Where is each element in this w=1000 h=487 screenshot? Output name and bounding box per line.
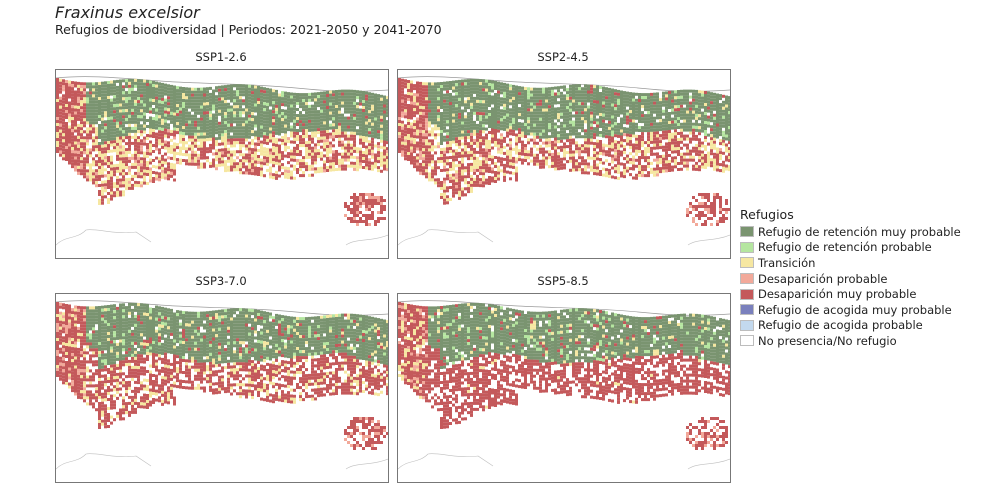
map-canvas — [56, 300, 388, 470]
legend-label: No presencia/No refugio — [758, 333, 897, 348]
panel-title-ssp370: SSP3-7.0 — [195, 274, 247, 288]
legend-label: Desaparición probable — [758, 271, 888, 286]
legend-items: Refugio de retención muy probable Refugio… — [740, 224, 961, 349]
habitat-band — [56, 78, 388, 226]
legend-item: Desaparición probable — [740, 271, 961, 287]
legend-swatch — [740, 241, 754, 253]
map-title: Fraxinus excelsior — [55, 3, 200, 22]
map-subtitle: Refugios de biodiversidad | Periodos: 20… — [55, 22, 442, 37]
map-canvas — [398, 300, 730, 470]
habitat-band — [398, 302, 730, 450]
panel-title-ssp126: SSP1-2.6 — [195, 50, 247, 64]
legend-item: Refugio de retención muy probable — [740, 224, 961, 240]
legend-swatch — [740, 319, 754, 331]
legend-label: Refugio de acogida muy probable — [758, 302, 952, 317]
habitat-band — [56, 302, 388, 450]
panel-title-ssp245: SSP2-4.5 — [537, 50, 589, 64]
legend-item: Refugio de retención probable — [740, 240, 961, 256]
legend-title: Refugios — [740, 207, 794, 222]
legend-swatch — [740, 335, 754, 347]
legend: Refugios Refugio de retención muy probab… — [740, 207, 961, 349]
legend-item: Desaparición muy probable — [740, 286, 961, 302]
legend-label: Desaparición muy probable — [758, 287, 917, 302]
legend-swatch — [740, 288, 754, 300]
legend-swatch — [740, 257, 754, 269]
map-panel-ssp370 — [55, 293, 389, 483]
legend-item: Refugio de acogida probable — [740, 318, 961, 334]
map-panel-ssp126 — [55, 69, 389, 259]
legend-label: Refugio de retención probable — [758, 240, 932, 255]
map-panel-ssp245 — [397, 69, 731, 259]
legend-swatch — [740, 226, 754, 238]
legend-swatch — [740, 304, 754, 316]
legend-swatch — [740, 273, 754, 285]
habitat-band — [398, 78, 730, 226]
map-canvas — [56, 76, 388, 246]
panel-title-ssp585: SSP5-8.5 — [537, 274, 589, 288]
legend-label: Transición — [758, 255, 816, 270]
legend-label: Refugio de acogida probable — [758, 318, 923, 333]
map-panel-ssp585 — [397, 293, 731, 483]
legend-item: No presencia/No refugio — [740, 333, 961, 349]
map-canvas — [398, 76, 730, 246]
legend-item: Refugio de acogida muy probable — [740, 302, 961, 318]
legend-item: Transición — [740, 255, 961, 271]
legend-label: Refugio de retención muy probable — [758, 224, 961, 239]
